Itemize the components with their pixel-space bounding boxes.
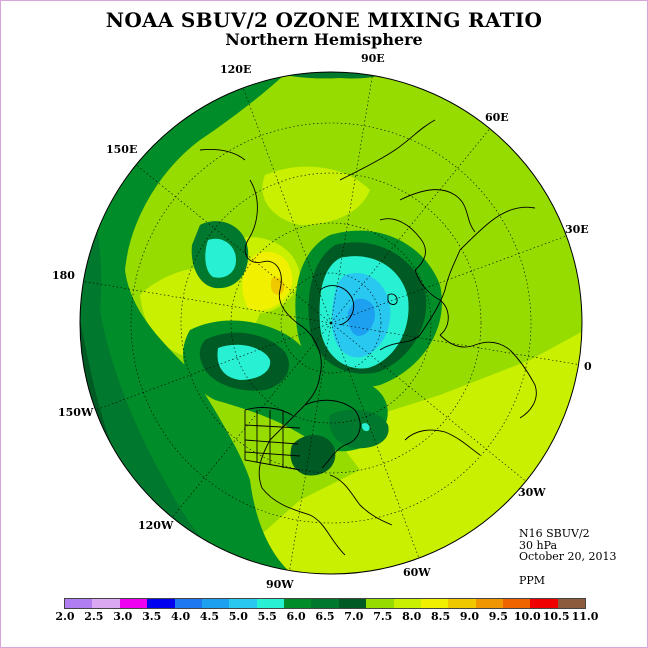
colorbar-swatch <box>284 599 312 608</box>
lon-label-0: 0 <box>584 360 592 373</box>
lon-label-120w: 120W <box>138 519 174 532</box>
colorbar-tick-label: 3.5 <box>142 610 162 623</box>
region-8.0-north <box>262 166 370 225</box>
colorbar-swatch <box>338 599 367 608</box>
lon-label-60w: 60W <box>403 566 431 579</box>
region-4.5-polar <box>347 298 375 336</box>
colorbar-tick-label: 9.5 <box>488 610 508 623</box>
map-subtitle: Northern Hemisphere <box>225 30 423 49</box>
colorbar-tick-label: 4.5 <box>199 610 220 623</box>
colorbar-tick-label: 2.5 <box>84 610 104 623</box>
lon-label-30w: 30W <box>518 486 546 499</box>
region-5.5-atlantic <box>361 423 370 432</box>
colorbar-tick-label: 6.5 <box>315 610 335 623</box>
colorbar-swatch <box>420 599 449 608</box>
colorbar-tick-label: 11.0 <box>571 610 599 623</box>
colorbar-tick-label: 8.5 <box>430 610 451 623</box>
colorbar-swatch <box>557 599 586 608</box>
graticule <box>80 72 582 574</box>
lon-label-60e: 60E <box>485 111 509 124</box>
colorbar-swatch <box>311 599 339 608</box>
lon-label-90e: 90E <box>361 52 385 65</box>
colorbar-swatch <box>256 599 284 608</box>
colorbar-swatch <box>475 599 503 608</box>
colorbar-tick-label: 7.5 <box>373 610 393 623</box>
colorbar-swatch <box>229 599 257 608</box>
colorbar-tick-label: 8.0 <box>402 610 422 623</box>
lon-label-180: 180 <box>52 269 75 282</box>
region-6.5-north <box>245 72 410 79</box>
colorbar-tick-label: 6.0 <box>286 610 306 623</box>
colorbar-swatch <box>530 599 558 608</box>
colorbar-tick-label: 10.5 <box>542 610 570 623</box>
region-5.5-alaska <box>205 238 236 278</box>
instrument-label: N16 SBUV/2 <box>519 527 590 540</box>
colorbar-swatch <box>174 599 202 608</box>
colorbar-tick-label: 4.0 <box>170 610 191 623</box>
lon-label-30e: 30E <box>565 223 589 236</box>
colorbar <box>64 598 586 609</box>
colorbar-swatch <box>92 599 120 608</box>
units-label: PPM <box>519 574 546 587</box>
colorbar-swatch <box>147 599 175 608</box>
colorbar-tick-label: 5.5 <box>257 610 277 623</box>
region-5.5-lobe-south <box>217 344 271 380</box>
colorbar-swatch <box>448 599 476 608</box>
region-6.5-atlantic <box>329 409 389 449</box>
colorbar-tick-label: 2.0 <box>55 610 75 623</box>
colorbar-tick-label: 7.0 <box>344 610 364 623</box>
colorbar-tick-label: 3.0 <box>113 610 133 623</box>
colorbar-swatch <box>393 599 421 608</box>
lon-label-120e: 120E <box>220 63 252 76</box>
lon-label-90w: 90W <box>266 578 294 591</box>
colorbar-tick-label: 9.0 <box>459 610 480 623</box>
date-label: October 20, 2013 <box>519 550 617 563</box>
pressure-level-label: 30 hPa <box>519 539 558 552</box>
colorbar-swatch <box>201 599 230 608</box>
map-title: NOAA SBUV/2 OZONE MIXING RATIO <box>105 8 543 32</box>
region-8.5 <box>242 251 293 311</box>
colorbar-tick-label: 5.0 <box>228 610 248 623</box>
lon-label-150e: 150E <box>106 143 138 156</box>
colorbar-swatch <box>366 599 394 608</box>
colorbar-swatch <box>503 599 531 608</box>
colorbar-swatch <box>65 599 93 608</box>
lon-label-150w: 150W <box>58 406 94 419</box>
colorbar-swatch <box>119 599 148 608</box>
map-boundary <box>79 71 583 575</box>
colorbar-tick-label: 10.0 <box>513 610 541 623</box>
